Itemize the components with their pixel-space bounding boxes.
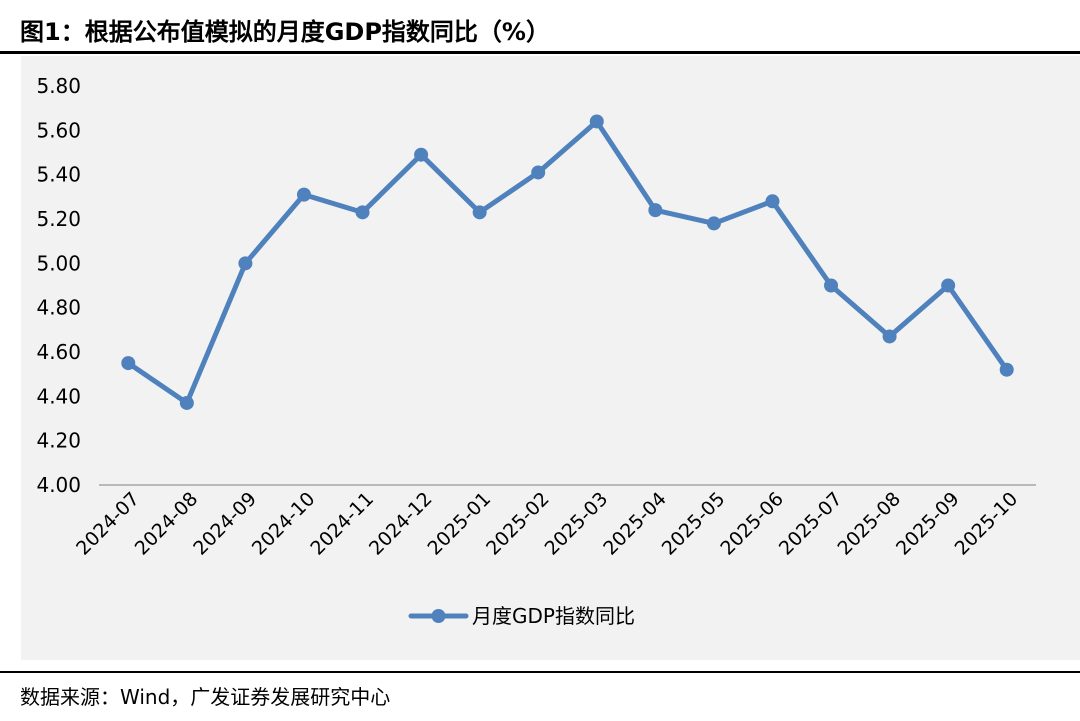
x-tick-label: 2025-02	[482, 488, 554, 560]
y-tick-label: 5.40	[36, 163, 81, 187]
data-point	[999, 362, 1014, 377]
figure-title: 图1：根据公布值模拟的月度GDP指数同比（%）	[20, 18, 550, 46]
x-tick-label: 2024-07	[72, 488, 144, 560]
data-point	[414, 147, 429, 162]
series-line	[125, 118, 1010, 406]
y-tick-label: 4.80	[36, 296, 81, 320]
x-tick-label: 2024-12	[365, 488, 437, 560]
x-tick-label: 2024-10	[248, 488, 320, 560]
data-point	[296, 187, 311, 202]
y-tick-label: 4.20	[36, 429, 81, 453]
line-chart: 4.00 4.20 4.40 4.60 4.80 5.00 5.20 5.40 5.60 5.80…	[36, 74, 1036, 628]
data-source-note: 数据来源：Wind，广发证券发展研究中心	[20, 685, 391, 709]
data-point	[121, 356, 136, 371]
x-tick-label: 2025-01	[423, 488, 495, 560]
bottom-rule	[0, 671, 1080, 673]
data-point	[941, 278, 956, 293]
data-point	[531, 165, 546, 180]
x-tick-label: 2025-03	[541, 488, 613, 560]
y-tick-label: 4.40	[36, 384, 81, 408]
data-point	[179, 395, 194, 410]
y-tick-label: 4.00	[36, 473, 81, 497]
x-tick-label: 2024-08	[131, 488, 203, 560]
x-tick-label: 2024-09	[189, 488, 261, 560]
x-tick-label: 2025-09	[892, 488, 964, 560]
data-point	[706, 216, 721, 231]
x-tick-label: 2025-07	[775, 488, 847, 560]
legend-label: 月度GDP指数同比	[472, 604, 635, 628]
x-tick-label: 2025-04	[599, 488, 671, 560]
y-tick-label: 5.80	[36, 74, 81, 98]
chart-area: 4.00 4.20 4.40 4.60 4.80 5.00 5.20 5.40 5.60 5.80…	[21, 56, 1080, 660]
x-tick-label: 2025-06	[716, 488, 788, 560]
y-tick-label: 5.20	[36, 207, 81, 231]
y-tick-label: 5.60	[36, 118, 81, 142]
data-point	[824, 278, 839, 293]
top-rule	[0, 51, 1080, 54]
x-tick-label: 2025-08	[833, 488, 905, 560]
data-point	[648, 203, 663, 218]
data-point	[882, 329, 897, 344]
data-point	[589, 114, 604, 129]
x-tick-label: 2025-10	[951, 488, 1023, 560]
legend-swatch-marker	[431, 609, 446, 623]
data-point	[355, 205, 370, 220]
data-point	[472, 205, 487, 220]
y-tick-label: 4.60	[36, 340, 81, 364]
x-tick-label: 2025-05	[658, 488, 730, 560]
data-point	[238, 256, 253, 271]
data-point	[765, 194, 780, 209]
y-tick-label: 5.00	[36, 251, 81, 275]
x-tick-label: 2024-11	[306, 488, 378, 560]
